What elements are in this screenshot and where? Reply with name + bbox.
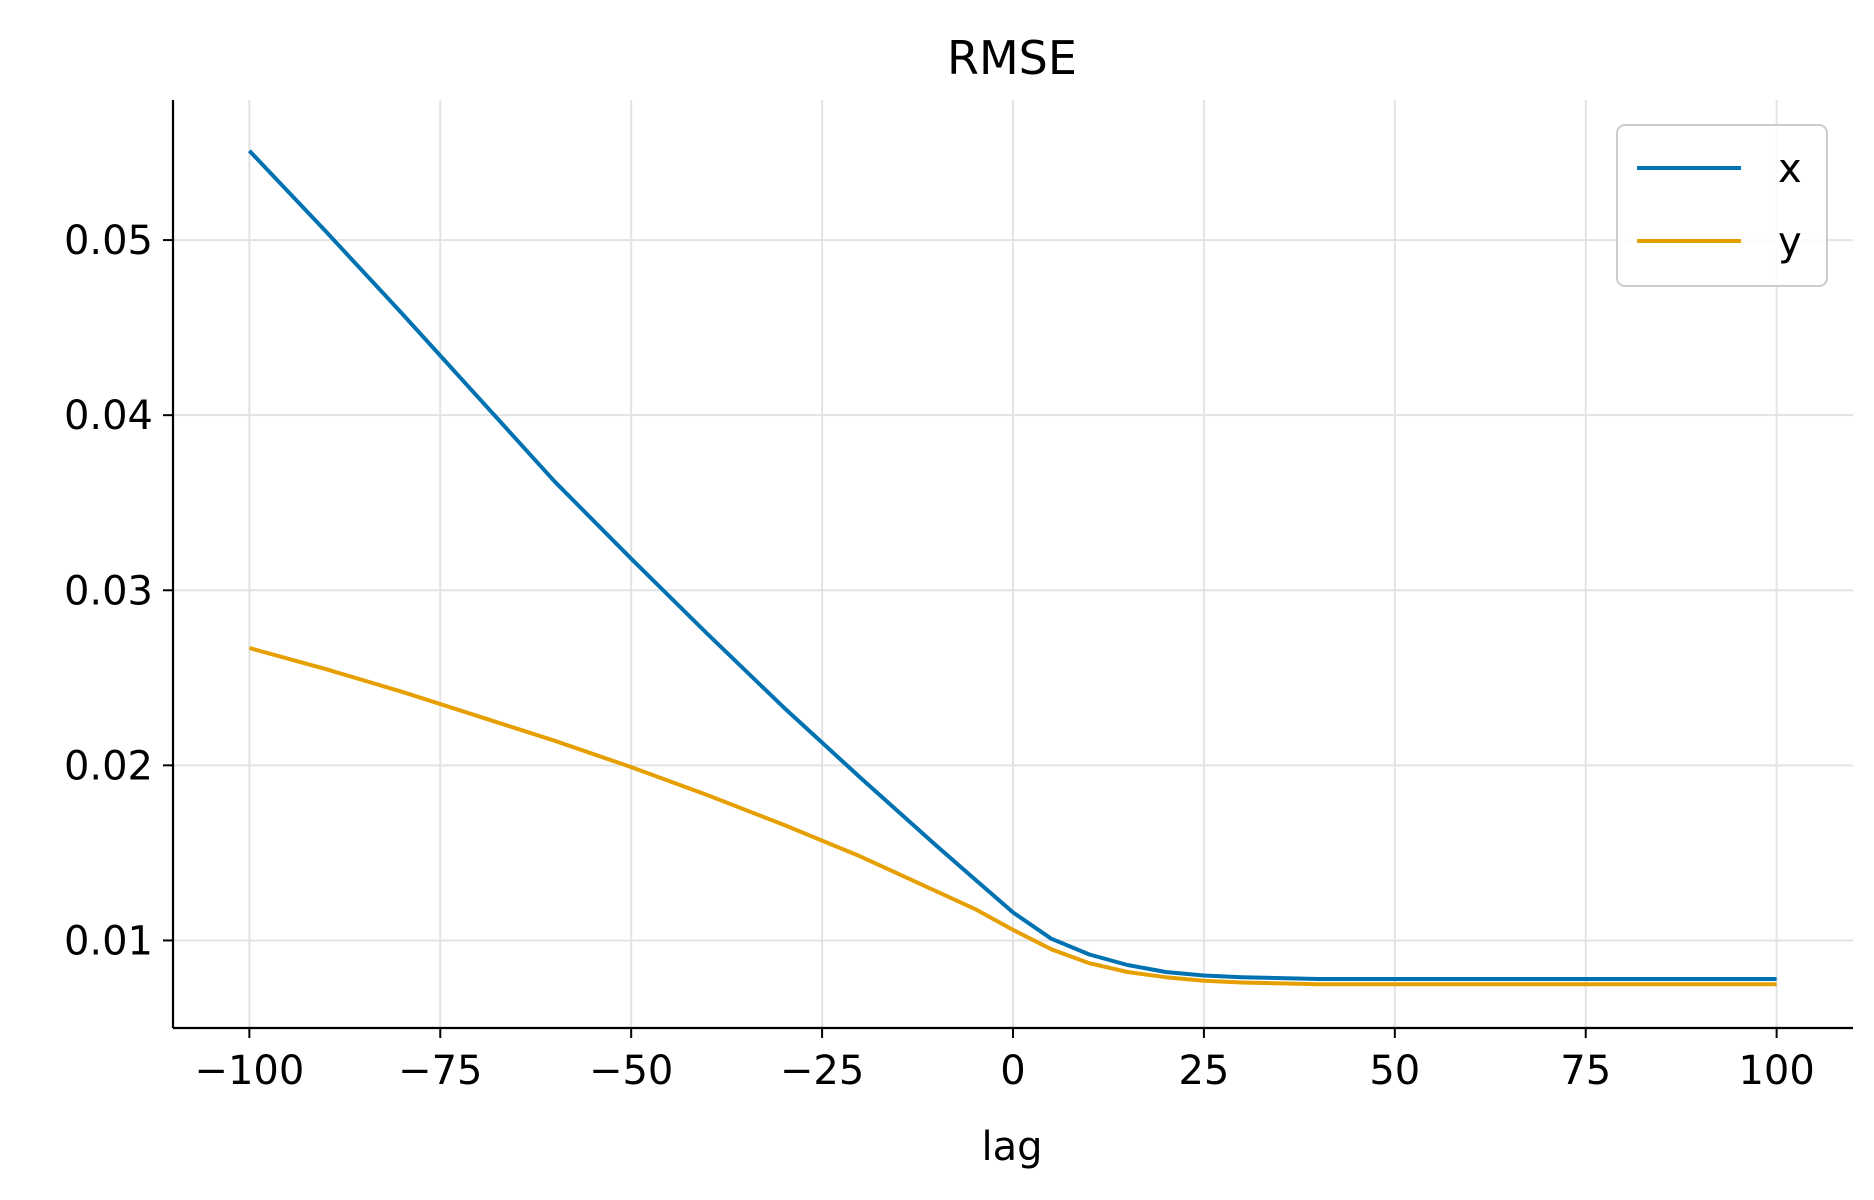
series-line-y — [248, 646, 1777, 987]
y-tick-label: 0.05 — [64, 218, 153, 264]
series-lines — [247, 149, 1777, 987]
x-tick-label: −25 — [780, 1048, 864, 1094]
x-tick-label: −75 — [398, 1048, 482, 1094]
legend-frame — [1616, 124, 1828, 287]
x-tick-label: 75 — [1560, 1048, 1611, 1094]
y-tick-label: 0.04 — [64, 393, 153, 439]
legend-entries: xy — [1637, 146, 1802, 265]
x-tick-label: −100 — [194, 1048, 304, 1094]
x-tick-label: 100 — [1738, 1048, 1814, 1094]
legend: xy — [1616, 124, 1828, 287]
x-tick-label: 50 — [1369, 1048, 1420, 1094]
legend-label-y: y — [1778, 219, 1802, 265]
chart-title: RMSE — [947, 31, 1077, 85]
x-tick-label: 0 — [1000, 1048, 1025, 1094]
y-tick-label: 0.03 — [64, 568, 153, 614]
x-tick-label: −50 — [589, 1048, 673, 1094]
x-tick-label: 25 — [1178, 1048, 1229, 1094]
grid-lines — [173, 100, 1853, 1028]
y-tick-label: 0.02 — [64, 743, 153, 789]
x-axis-ticks: −100 −75 −50 −25 0 25 50 75 100 — [194, 1028, 1815, 1094]
series-line-x — [247, 149, 1777, 981]
y-tick-label: 0.01 — [64, 918, 153, 964]
legend-label-x: x — [1778, 146, 1802, 192]
y-axis-ticks: 0.01 0.02 0.03 0.04 0.05 — [64, 218, 173, 964]
x-axis-label: lag — [981, 1124, 1042, 1170]
